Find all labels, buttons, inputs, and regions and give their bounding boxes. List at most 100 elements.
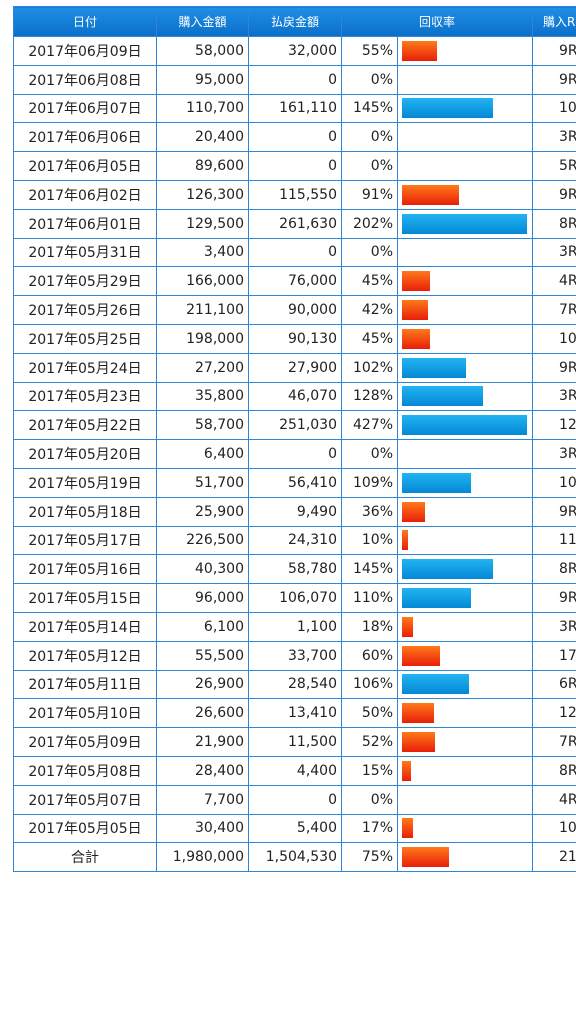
rate-bar-cell	[396, 554, 534, 585]
date-cell: 2017年05月08日	[13, 755, 157, 786]
header-purchase[interactable]: 購入金額	[156, 6, 249, 37]
table-row[interactable]: 2017年05月20日 6,400 0 0% 3R	[13, 439, 576, 469]
rate-bar-cell	[396, 36, 534, 66]
date-cell: 2017年05月22日	[13, 410, 157, 441]
purchase-cell: 58,700	[156, 410, 249, 441]
races-value: 3R	[559, 129, 576, 146]
table-row[interactable]: 2017年06月08日 95,000 0 0% 9R	[13, 64, 576, 95]
rate-cell: 45%	[341, 266, 398, 297]
rate-bar-cell	[396, 784, 534, 815]
table-row[interactable]: 2017年05月09日 21,900 11,500 52% 7R	[13, 727, 576, 757]
date-cell: 2017年05月15日	[13, 583, 157, 613]
rate-bar-cell	[396, 93, 534, 124]
rate-cell: 17%	[341, 813, 398, 844]
table-row[interactable]: 2017年05月29日 166,000 76,000 45% 4R	[13, 266, 576, 297]
purchase-cell: 129,500	[156, 208, 249, 239]
rate-cell: 0%	[341, 122, 398, 153]
races-cell: 3R	[532, 237, 576, 268]
purchase-cell: 198,000	[156, 323, 249, 354]
rate-bar-cell	[396, 583, 534, 613]
date-cell: 2017年05月29日	[13, 266, 157, 297]
rate-cell: 52%	[341, 727, 398, 757]
payout-cell: 90,130	[248, 323, 342, 354]
rate-cell: 60%	[341, 640, 398, 671]
rate-bar-cell	[396, 698, 534, 729]
table-row[interactable]: 2017年05月24日 27,200 27,900 102% 9R	[13, 352, 576, 383]
rate-cell: 50%	[341, 698, 398, 729]
rate-bar-cell	[396, 813, 534, 844]
purchase-cell: 126,300	[156, 179, 249, 210]
table-row[interactable]: 2017年05月15日 96,000 106,070 110% 9R	[13, 583, 576, 613]
rate-bar	[402, 645, 440, 666]
date-cell: 2017年05月05日	[13, 813, 157, 844]
rate-bar-cell	[396, 295, 534, 325]
table-body: 2017年06月09日 58,000 32,000 55% 9R 2017年06月08日 9…	[13, 36, 576, 873]
table-row[interactable]: 2017年06月02日 126,300 115,550 91% 9R	[13, 179, 576, 210]
rate-bar	[402, 760, 411, 781]
purchase-cell: 95,000	[156, 64, 249, 95]
header-recovery[interactable]: 回収率	[340, 6, 534, 37]
table-row[interactable]: 2017年05月31日 3,400 0 0% 3R	[13, 237, 576, 268]
rate-bar	[402, 732, 435, 753]
rate-bar	[402, 818, 413, 839]
payout-cell: 27,900	[248, 352, 342, 383]
header-payout[interactable]: 払戻金額	[248, 6, 342, 37]
races-value: 8R	[559, 215, 576, 232]
rate-cell: 0%	[341, 784, 398, 815]
races-value: 218R	[559, 849, 576, 866]
date-cell: 2017年06月08日	[13, 64, 157, 95]
payout-cell: 24,310	[248, 525, 342, 556]
rate-cell: 0%	[341, 237, 398, 268]
rate-cell: 91%	[341, 179, 398, 210]
date-cell: 2017年05月11日	[13, 669, 157, 700]
header-races[interactable]: 購入R	[532, 6, 576, 37]
payout-cell: 28,540	[248, 669, 342, 700]
table-row[interactable]: 2017年06月09日 58,000 32,000 55% 9R	[13, 36, 576, 66]
date-cell: 2017年05月09日	[13, 727, 157, 757]
rate-bar-cell	[396, 323, 534, 354]
table-row[interactable]: 2017年05月18日 25,900 9,490 36% 9R	[13, 496, 576, 527]
date-cell: 2017年05月26日	[13, 295, 157, 325]
rate-bar-cell	[396, 669, 534, 700]
table-row[interactable]: 2017年06月06日 20,400 0 0% 3R	[13, 122, 576, 153]
races-value: 17R	[559, 647, 576, 664]
races-value: 7R	[559, 734, 576, 751]
races-value: 3R	[559, 618, 576, 635]
payout-cell: 251,030	[248, 410, 342, 441]
table-row[interactable]: 2017年05月23日 35,800 46,070 128% 3R	[13, 381, 576, 412]
date-cell: 2017年06月09日	[13, 36, 157, 66]
table-row[interactable]: 2017年05月16日 40,300 58,780 145% 8R	[13, 554, 576, 585]
table-row[interactable]: 2017年05月07日 7,700 0 0% 4R	[13, 784, 576, 815]
rate-cell: 110%	[341, 583, 398, 613]
rate-bar	[402, 674, 469, 695]
table-row[interactable]: 2017年06月01日 129,500 261,630 202% 8R	[13, 208, 576, 239]
rate-bar	[402, 271, 430, 292]
rate-cell: 18%	[341, 611, 398, 642]
races-value: 12R	[559, 417, 576, 434]
payout-cell: 0	[248, 64, 342, 95]
table-row[interactable]: 2017年05月14日 6,100 1,100 18% 3R	[13, 611, 576, 642]
races-value: 5R	[559, 158, 576, 175]
races-value: 9R	[559, 71, 576, 88]
table-row[interactable]: 2017年05月26日 211,100 90,000 42% 7R	[13, 295, 576, 325]
payout-cell: 0	[248, 784, 342, 815]
table-row[interactable]: 2017年06月05日 89,600 0 0% 5R	[13, 151, 576, 181]
header-date[interactable]: 日付	[13, 6, 157, 37]
recovery-table: 日付 購入金額 払戻金額 回収率 購入R 2017年06月09日 58,000 32…	[13, 6, 576, 873]
races-cell: 3R	[532, 439, 576, 469]
table-row[interactable]: 2017年05月08日 28,400 4,400 15% 8R	[13, 755, 576, 786]
purchase-cell: 6,100	[156, 611, 249, 642]
rate-bar	[402, 386, 483, 407]
date-cell: 2017年05月12日	[13, 640, 157, 671]
table-row[interactable]: 2017年05月11日 26,900 28,540 106% 6R	[13, 669, 576, 700]
date-cell: 2017年05月10日	[13, 698, 157, 729]
